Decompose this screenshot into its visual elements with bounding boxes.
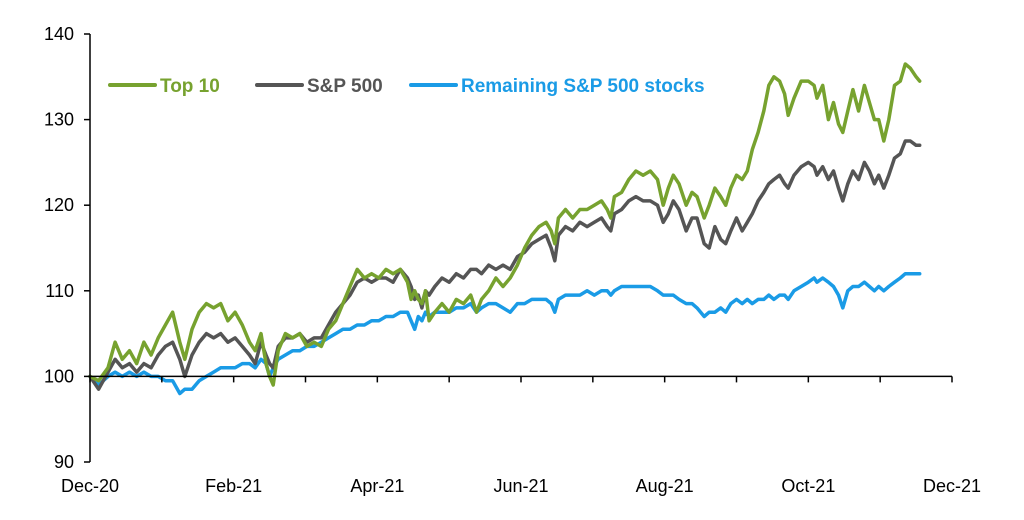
series-line-top-10 bbox=[88, 62, 922, 387]
legend-label-s-p-500: S&P 500 bbox=[307, 76, 383, 97]
y-tick-label: 120 bbox=[44, 195, 74, 215]
series-line-remaining-s-p-500-stocks bbox=[88, 271, 922, 396]
x-tick-label: Oct-21 bbox=[781, 476, 835, 496]
x-tick-label: Aug-21 bbox=[636, 476, 694, 496]
y-tick-label: 90 bbox=[54, 452, 74, 472]
legend-label-top-10: Top 10 bbox=[160, 76, 220, 97]
x-tick-label: Dec-20 bbox=[61, 476, 119, 496]
y-tick-label: 140 bbox=[44, 24, 74, 44]
series-line-s-p-500 bbox=[88, 139, 922, 391]
axes-layer: 90 100 110 120 130 140 Dec-20 Feb-21 Apr-21 Jun-2… bbox=[44, 24, 981, 496]
x-tick-label: Jun-21 bbox=[493, 476, 548, 496]
series-layer bbox=[88, 62, 922, 396]
y-tick-label: 110 bbox=[45, 281, 74, 301]
y-tick-label: 100 bbox=[44, 366, 74, 386]
x-tick-label: Dec-21 bbox=[923, 476, 981, 496]
x-tick-label: Feb-21 bbox=[205, 476, 262, 496]
legend: Top 10 S&P 500 Remaining S&P 500 stocks bbox=[108, 76, 705, 97]
x-tick-label: Apr-21 bbox=[350, 476, 404, 496]
legend-label-remaining-s-p-500-stocks: Remaining S&P 500 stocks bbox=[461, 76, 705, 97]
y-tick-label: 130 bbox=[44, 110, 74, 130]
